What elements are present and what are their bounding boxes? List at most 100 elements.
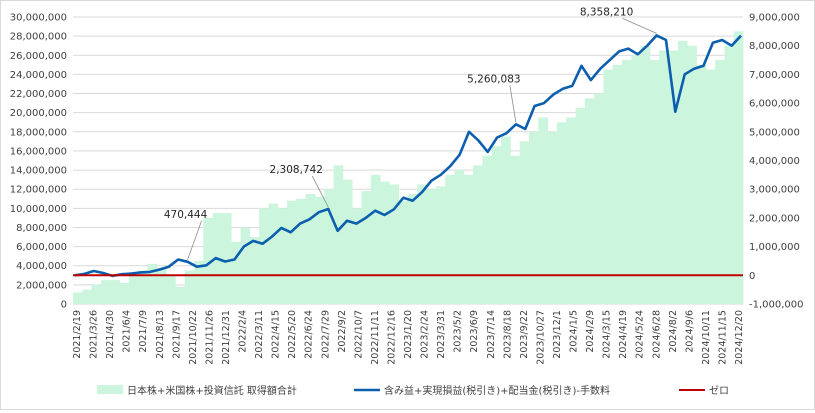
line-series: [73, 34, 743, 278]
bar: [445, 174, 455, 304]
bar: [259, 208, 269, 304]
bar: [249, 237, 260, 304]
x-tick-label: 2022/11/11: [370, 310, 381, 365]
x-tick-label: 2024/2/9: [585, 310, 596, 353]
bar: [510, 155, 521, 304]
x-tick-label: 2021/6/4: [122, 310, 133, 353]
bar: [622, 60, 632, 304]
x-tick-label: 2024/6/28: [651, 310, 662, 359]
y-left-tick-label: 16,000,000: [10, 146, 67, 157]
x-tick-label: 2022/9/2: [337, 310, 348, 353]
x-tick-label: 2022/6/24: [304, 310, 315, 359]
x-tick-label: 2023/2/24: [420, 310, 431, 359]
bar: [268, 203, 279, 304]
x-tick-label: 2023/1/20: [403, 310, 414, 359]
y-right-tick-label: 9,000,000: [749, 13, 800, 24]
x-tick-label: 2023/5/2: [453, 310, 464, 353]
bar: [100, 280, 111, 304]
y-left-tick-label: 14,000,000: [10, 166, 67, 177]
annotation-leader: [187, 220, 202, 260]
x-tick-label: 2021/8/13: [155, 310, 166, 359]
bar: [659, 50, 669, 304]
bar: [342, 179, 353, 304]
legend-swatch: [97, 385, 123, 394]
y-right-tick-label: 7,000,000: [749, 70, 800, 81]
y-left-tick-label: 10,000,000: [10, 204, 67, 215]
bar: [156, 267, 167, 304]
x-tick-label: 2022/2/4: [238, 310, 249, 353]
x-tick-label: 2021/7/9: [138, 310, 149, 353]
y-left-tick-label: 28,000,000: [10, 32, 67, 43]
series-line-pnl: [74, 34, 742, 278]
annotation-label: 8,358,210: [580, 6, 633, 18]
bar: [166, 275, 176, 304]
bar: [305, 193, 316, 304]
y-right-tick-label: 2,000,000: [749, 213, 800, 224]
x-tick-label: 2022/10/7: [353, 310, 364, 359]
bar: [491, 146, 502, 304]
y-right-tick-label: 4,000,000: [749, 156, 800, 167]
bar: [110, 280, 120, 304]
bar: [91, 284, 102, 304]
y-right-tick-label: 5,000,000: [749, 127, 800, 138]
x-tick-label: 2021/2/19: [72, 310, 83, 359]
bar: [463, 174, 474, 304]
bar: [193, 260, 204, 304]
legend: 日本株+米国株+投資信託 取得額合計 含み益+実現損益(税引き)+配当金(税引き)…: [97, 384, 729, 397]
bar: [417, 184, 428, 304]
bar: [73, 292, 83, 304]
bar: [677, 40, 688, 305]
bar: [231, 241, 241, 304]
bar: [314, 196, 325, 304]
bar: [408, 193, 418, 304]
bar: [538, 117, 548, 304]
bar: [119, 282, 130, 304]
y-right-tick-label: 8,000,000: [749, 41, 800, 52]
bar: [324, 189, 334, 304]
bar: [696, 64, 707, 304]
bar: [370, 174, 381, 304]
bar: [287, 200, 297, 304]
bar: [128, 275, 139, 304]
bar: [556, 122, 567, 304]
y-left-tick-label: 24,000,000: [10, 70, 67, 81]
bar: [435, 186, 446, 304]
x-tick-label: 2021/12/31: [221, 310, 232, 365]
x-tick-label: 2023/6/9: [469, 310, 480, 353]
legend-label: 含み益+実現損益(税引き)+配当金(税引き)-手数料: [384, 384, 610, 397]
bar: [221, 213, 232, 304]
y-left-tick-label: 18,000,000: [10, 127, 67, 138]
y-right-tick-label: -1,000,000: [749, 300, 804, 311]
x-tick-label: 2022/5/20: [287, 310, 298, 359]
x-tick-label: 2021/10/22: [188, 310, 199, 365]
x-tick-label: 2022/7/29: [320, 310, 331, 359]
x-tick-label: 2024/8/2: [668, 310, 679, 353]
x-tick-label: 2021/3/26: [89, 310, 100, 359]
x-tick-label: 2024/9/6: [684, 310, 695, 353]
x-tick-label: 2022/3/11: [254, 310, 265, 359]
y-left-tick-label: 8,000,000: [16, 223, 67, 234]
bar: [668, 50, 679, 304]
y-right-tick-label: 6,000,000: [749, 99, 800, 110]
x-tick-label: 2023/8/18: [502, 310, 513, 359]
bar: [528, 131, 539, 304]
bar: [649, 60, 660, 304]
bar: [724, 45, 735, 304]
bar: [640, 45, 651, 304]
bar: [296, 198, 307, 304]
y-left-tick-label: 12,000,000: [10, 185, 67, 196]
annotation-label: 470,444: [164, 209, 208, 221]
bar: [426, 189, 437, 304]
x-tick-label: 2024/12/20: [734, 310, 745, 365]
y-left-tick-label: 4,000,000: [16, 261, 67, 272]
y-right-tick-label: 1,000,000: [749, 242, 800, 253]
bar: [138, 270, 148, 304]
x-tick-label: 2021/9/17: [171, 310, 182, 359]
y-left-tick-label: 26,000,000: [10, 51, 67, 62]
x-tick-label: 2024/5/24: [635, 310, 646, 359]
bar: [184, 270, 195, 304]
x-tick-label: 2023/12/1: [552, 310, 563, 359]
bar: [389, 184, 400, 304]
